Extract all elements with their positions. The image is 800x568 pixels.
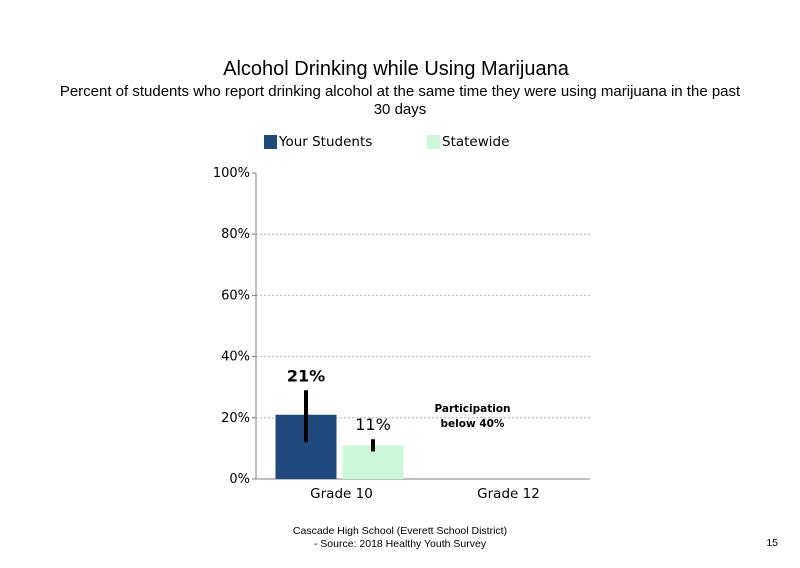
y-tick-label: 40%	[221, 350, 250, 365]
y-tick-label: 60%	[221, 288, 250, 303]
annotation-line-1: Participation	[434, 403, 510, 415]
x-tick-label: Grade 12	[477, 486, 540, 502]
footer-source: Cascade High School (Everett School Dist…	[200, 525, 600, 551]
annotation-line-2: below 40%	[441, 418, 505, 430]
x-tick-label: Grade 10	[310, 486, 373, 502]
legend-swatch-your-students	[264, 135, 277, 149]
legend-swatch-statewide	[427, 135, 440, 149]
data-label: 21%	[287, 366, 325, 385]
y-tick-label: 80%	[221, 227, 250, 242]
y-tick-label: 100%	[213, 166, 250, 181]
legend-item-statewide: Statewide	[427, 133, 509, 151]
footer-school: Cascade High School (Everett School Dist…	[292, 525, 508, 537]
footer-source-line: - Source: 2018 Healthy Youth Survey	[313, 538, 487, 550]
chart-title: Alcohol Drinking while Using Marijuana	[223, 58, 569, 80]
data-label: 11%	[355, 415, 391, 434]
chart-subtitle: Percent of students who report drinking …	[59, 83, 741, 118]
page-number: 15	[766, 537, 778, 549]
legend-label-statewide: Statewide	[442, 134, 510, 150]
legend-label-your-students: Your Students	[279, 134, 373, 150]
y-tick-label: 20%	[221, 411, 250, 426]
legend-item-your-students: Your Students	[264, 133, 372, 151]
y-tick-label: 0%	[229, 472, 250, 487]
